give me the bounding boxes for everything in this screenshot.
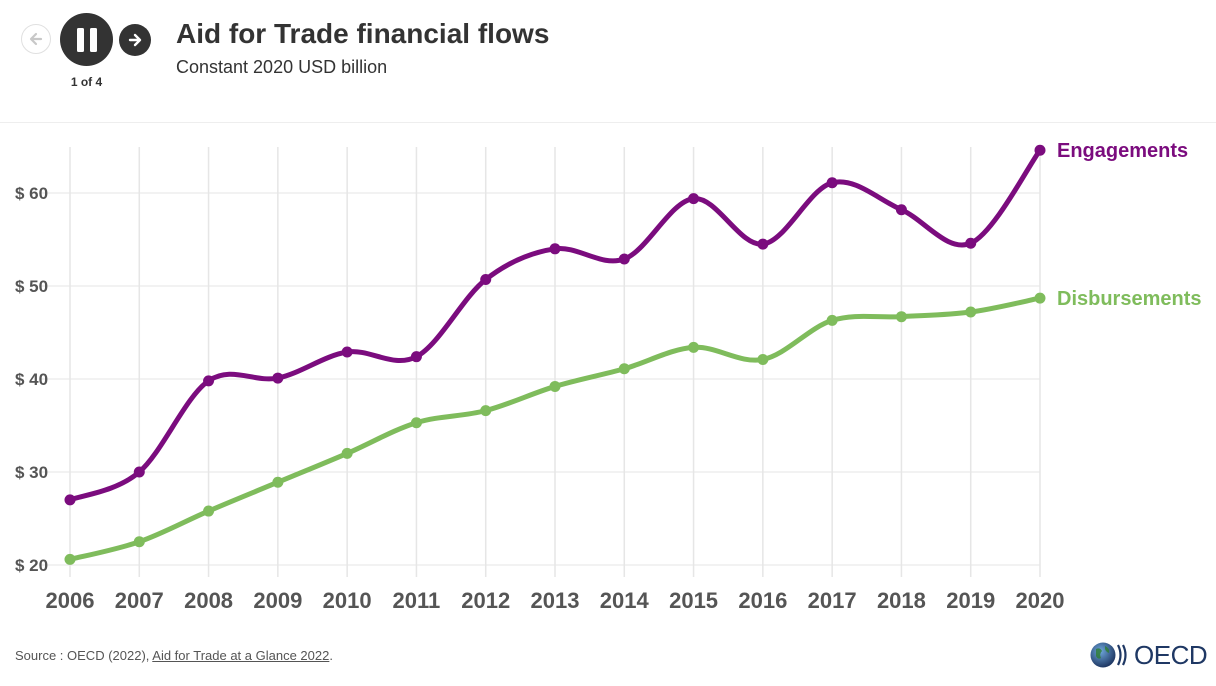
x-tick-label: 2019 (946, 588, 995, 613)
engagements-data-point (895, 204, 907, 216)
engagements-data-point (133, 466, 145, 478)
y-tick-label: $ 20 (15, 556, 48, 575)
x-tick-label: 2009 (253, 588, 302, 613)
series (64, 144, 1046, 565)
disbursements-data-point (688, 341, 700, 353)
disbursements-data-point (341, 447, 353, 459)
x-tick-label: 2007 (115, 588, 164, 613)
engagements-series-line (67, 147, 1043, 503)
arrow-left-icon (29, 32, 43, 46)
arrow-right-icon (128, 33, 142, 47)
x-tick-label: 2006 (46, 588, 95, 613)
disbursements-data-point (1034, 292, 1046, 304)
engagements-data-point (1034, 144, 1046, 156)
pause-button[interactable] (60, 13, 113, 66)
oecd-globe-icon (1090, 642, 1127, 668)
x-tick-label: 2010 (323, 588, 372, 613)
next-button[interactable] (119, 24, 151, 56)
source-note: Source : OECD (2022), Aid for Trade at a… (15, 648, 333, 663)
source-link[interactable]: Aid for Trade at a Glance 2022 (152, 648, 330, 663)
header: 1 of 4 Aid for Trade financial flows Con… (0, 0, 1216, 123)
disbursements-data-point (272, 476, 284, 488)
chart-title: Aid for Trade financial flows (176, 18, 550, 49)
engagements-data-point (272, 372, 284, 384)
y-axis: $ 20 $ 30 $ 40 $ 50 $ 60 (15, 184, 48, 575)
disbursements-data-point (133, 536, 145, 548)
disbursements-series-label: Disbursements (1057, 288, 1202, 310)
x-tick-label: 2008 (184, 588, 233, 613)
engagements-data-point (688, 193, 700, 205)
disbursements-data-point (410, 417, 422, 429)
engagements-data-point (410, 351, 422, 363)
x-tick-label: 2017 (808, 588, 857, 613)
disbursements-data-point (965, 306, 977, 318)
grid (40, 147, 1041, 577)
disbursements-data-point (480, 405, 492, 417)
x-tick-label: 2011 (393, 588, 441, 613)
engagements-data-point (480, 273, 492, 285)
disbursements-data-point (618, 363, 630, 375)
source-suffix: . (329, 648, 333, 663)
y-tick-label: $ 40 (15, 370, 48, 389)
engagements-data-point (618, 253, 630, 265)
pause-icon (76, 27, 97, 52)
engagements-data-point (965, 237, 977, 249)
disbursements-data-point (549, 380, 561, 392)
engagements-data-point (64, 494, 76, 506)
x-tick-label: 2020 (1016, 588, 1065, 613)
line-chart: $ 20 $ 30 $ 40 $ 50 $ 60 2006 2007 2008 2009 201… (15, 140, 1202, 613)
x-tick-label: 2014 (600, 588, 650, 613)
disbursements-data-point (826, 314, 838, 326)
y-tick-label: $ 50 (15, 277, 48, 296)
x-axis: 2006 2007 2008 2009 2010 2011 2012 2013 2014 2015… (46, 588, 1065, 613)
y-tick-label: $ 60 (15, 184, 48, 203)
engagements-data-point (826, 177, 838, 189)
chart-subtitle: Constant 2020 USD billion (176, 57, 388, 77)
logo-text: OECD (1134, 640, 1208, 670)
series-labels: Engagements Disbursements (1057, 140, 1202, 310)
disbursements-data-point (203, 505, 215, 517)
back-button[interactable] (21, 24, 51, 54)
source-prefix: Source : OECD (2022), (15, 648, 153, 663)
engagements-data-point (757, 238, 769, 250)
step-indicator: 1 of 4 (70, 75, 103, 89)
engagements-data-point (341, 346, 353, 358)
engagements-series-label: Engagements (1057, 140, 1188, 162)
oecd-logo[interactable]: OECD (1090, 640, 1208, 670)
x-tick-label: 2012 (461, 588, 510, 613)
x-tick-label: 2016 (738, 588, 787, 613)
engagements-data-point (549, 243, 561, 255)
y-tick-label: $ 30 (15, 463, 48, 482)
x-tick-label: 2013 (531, 588, 580, 613)
engagements-data-point (203, 375, 215, 387)
x-tick-label: 2018 (877, 588, 926, 613)
x-tick-label: 2015 (669, 588, 718, 613)
disbursements-data-point (757, 353, 769, 365)
disbursements-data-point (64, 553, 76, 565)
disbursements-data-point (895, 311, 907, 323)
